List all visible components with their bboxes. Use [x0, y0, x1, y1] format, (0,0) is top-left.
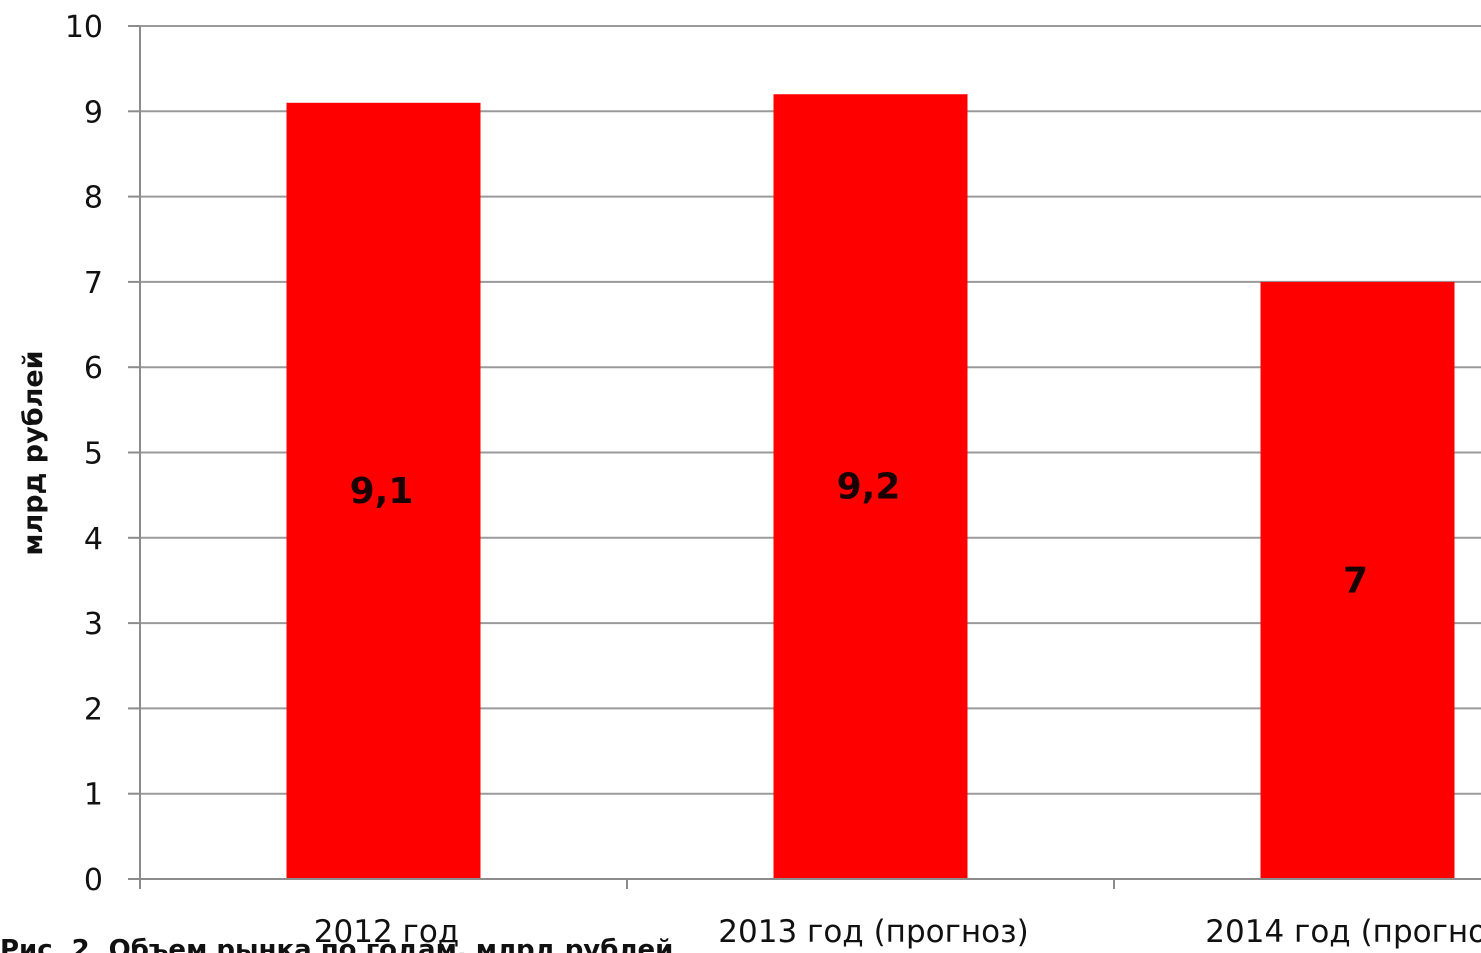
bar [286, 102, 481, 879]
data-labels: 9,1 9,2 7 [350, 467, 1368, 602]
axes [139, 26, 1481, 889]
x-axis-categories: 2012 год 2013 год (прогноз) 2014 год (прог… [314, 914, 1481, 950]
y-tick-label: 1 [84, 778, 103, 813]
bar [773, 94, 968, 880]
y-tick-label: 10 [65, 10, 103, 45]
y-tick-label: 7 [84, 266, 103, 301]
y-tick-label: 6 [84, 351, 103, 386]
y-axis-ticks: 0 1 2 3 4 5 6 7 8 9 10 [65, 10, 140, 898]
y-tick-label: 3 [84, 607, 103, 642]
data-label: 9,1 [350, 471, 414, 512]
y-tick-label: 8 [84, 181, 103, 216]
y-tick-label: 2 [84, 692, 103, 727]
y-tick-label: 4 [84, 522, 103, 557]
x-category-label: 2013 год (прогноз) [718, 914, 1028, 950]
y-tick-label: 0 [84, 863, 103, 898]
footer-caption: Рис. 2. Объем рынка по годам, млрд рубле… [0, 935, 674, 953]
y-tick-label: 5 [84, 437, 103, 472]
data-label: 9,2 [837, 467, 901, 508]
bar [1260, 281, 1455, 879]
bars [286, 94, 1455, 880]
data-label: 7 [1343, 560, 1368, 601]
y-axis-title: млрд рублей [18, 350, 49, 555]
x-category-label: 2012 год [314, 914, 459, 950]
y-tick-label: 9 [84, 95, 103, 130]
x-category-label: 2014 год (прогноз) [1205, 914, 1481, 950]
